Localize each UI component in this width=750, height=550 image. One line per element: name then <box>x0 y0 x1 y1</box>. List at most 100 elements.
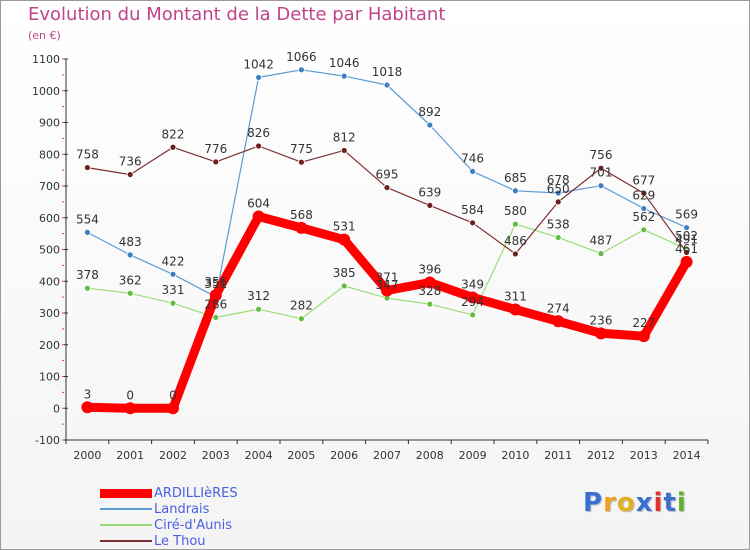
y-tick-label: 500 <box>39 244 60 257</box>
x-tick-label: 2007 <box>373 449 401 462</box>
data-label: 487 <box>590 234 613 248</box>
data-label: 650 <box>547 182 570 196</box>
data-point-le-thou <box>383 184 391 191</box>
data-point-le-thou <box>126 171 134 178</box>
data-label: 362 <box>119 273 142 287</box>
y-axis-minor-tick <box>62 376 64 377</box>
data-label: 483 <box>119 235 142 249</box>
data-point-ardillie-res <box>81 401 94 414</box>
data-point-landrais <box>683 224 690 231</box>
chart-series <box>81 66 693 415</box>
data-label: 629 <box>632 189 655 203</box>
data-point-landrais <box>640 205 648 212</box>
logo-letter: i <box>653 488 664 518</box>
logo-letter: P <box>583 488 604 518</box>
data-point-ardillie-res <box>552 315 565 328</box>
data-label: 822 <box>162 127 185 141</box>
data-label: 531 <box>333 220 356 234</box>
data-point-ardillie-res <box>338 233 351 246</box>
data-label: 580 <box>504 204 527 218</box>
x-tick-label: 2008 <box>416 449 444 462</box>
x-tick-label: 2010 <box>501 449 529 462</box>
data-point-landrais <box>255 74 263 81</box>
data-label: 812 <box>333 130 356 144</box>
data-label: 776 <box>204 142 227 156</box>
data-label: 685 <box>504 171 527 185</box>
data-point-landrais <box>512 187 519 195</box>
data-label: 286 <box>204 297 227 311</box>
y-tick-label: 300 <box>39 307 60 320</box>
data-point-cire-d-aunis <box>169 299 177 307</box>
data-point-le-thou <box>255 142 263 150</box>
data-label: 1018 <box>372 65 403 79</box>
data-label: 378 <box>76 268 99 282</box>
legend-item-ardillieres: ARDILLIèRES <box>100 485 238 501</box>
data-label: 562 <box>632 210 655 224</box>
y-axis-minor-tick <box>62 106 64 108</box>
data-label: 349 <box>461 277 484 291</box>
data-point-cire-d-aunis <box>84 284 91 292</box>
data-point-ardillie-res <box>295 221 308 234</box>
data-point-cire-d-aunis <box>426 300 434 308</box>
x-tick-label: 2009 <box>459 449 487 462</box>
legend-swatch-landrais <box>100 508 152 510</box>
chart-legend: ARDILLIèRES Landrais Ciré-d'Aunis Le Tho… <box>100 485 238 549</box>
y-tick-label: 800 <box>39 148 60 161</box>
data-label: 756 <box>590 148 613 162</box>
legend-label-landrais: Landrais <box>154 501 210 517</box>
data-label: 331 <box>162 283 185 297</box>
x-tick-label: 2006 <box>330 449 358 462</box>
legend-item-le-thou: Le Thou <box>100 533 238 549</box>
data-label: 351 <box>204 277 227 291</box>
y-tick-label: 1000 <box>32 85 60 98</box>
data-point-le-thou <box>169 143 177 151</box>
y-axis-minor-tick <box>62 233 64 235</box>
data-label: 826 <box>247 126 270 140</box>
data-label: 604 <box>247 196 270 210</box>
data-point-cire-d-aunis <box>255 305 263 313</box>
data-point-cire-d-aunis <box>469 311 477 319</box>
x-tick-label: 2003 <box>202 449 230 462</box>
y-axis-minor-tick <box>62 344 64 346</box>
y-axis-minor-tick <box>62 249 64 250</box>
data-point-cire-d-aunis <box>340 282 348 290</box>
data-point-landrais <box>84 228 91 236</box>
data-point-landrais <box>426 121 434 129</box>
data-point-le-thou <box>340 147 348 154</box>
y-axis-minor-tick <box>62 74 64 76</box>
data-point-landrais <box>554 189 562 197</box>
data-label: 538 <box>547 217 570 231</box>
data-label: 328 <box>418 284 441 298</box>
data-label: 0 <box>126 388 134 402</box>
x-tick-label: 2001 <box>116 449 144 462</box>
x-tick-label: 2013 <box>630 449 658 462</box>
data-label: 695 <box>376 168 399 182</box>
data-label: 569 <box>675 208 698 222</box>
data-label: 775 <box>290 142 313 156</box>
y-axis-minor-tick <box>62 153 64 155</box>
data-label: 1046 <box>329 56 360 70</box>
y-tick-label: 200 <box>39 339 60 352</box>
y-axis-minor-tick <box>62 169 64 171</box>
legend-label-le-thou: Le Thou <box>154 533 206 549</box>
data-label: 502 <box>675 229 698 243</box>
data-point-landrais <box>297 66 305 74</box>
data-label: 396 <box>418 263 441 277</box>
data-point-cire-d-aunis <box>554 234 562 241</box>
data-point-le-thou <box>84 164 91 171</box>
data-point-ardillie-res <box>637 330 650 343</box>
chart-unit: (en €) <box>28 29 61 42</box>
y-tick-label: 1100 <box>32 53 60 66</box>
legend-label-cire-daunis: Ciré-d'Aunis <box>154 517 233 533</box>
y-axis-minor-tick <box>62 280 64 282</box>
data-point-cire-d-aunis <box>126 289 134 297</box>
data-label: 554 <box>76 212 99 226</box>
data-point-le-thou <box>512 250 519 258</box>
data-label: 274 <box>547 301 570 315</box>
data-label: 677 <box>632 173 655 187</box>
data-point-landrais <box>340 72 348 80</box>
data-label: 422 <box>162 254 185 268</box>
logo-letter: t <box>663 488 677 518</box>
data-point-le-thou <box>426 201 434 209</box>
